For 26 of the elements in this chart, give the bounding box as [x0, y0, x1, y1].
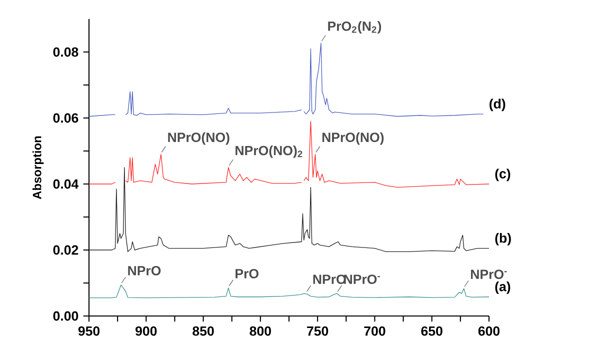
y-axis-title: Absorption: [32, 136, 44, 200]
annotation: NPrO(NO): [168, 132, 230, 145]
x-tick-label: 700: [364, 326, 386, 336]
x-tick-label: 750: [307, 326, 328, 336]
y-tick-label: 0.00: [53, 311, 78, 321]
x-tick-label: 850: [192, 326, 214, 336]
annotation: NPrO(NO): [322, 132, 384, 145]
annotation: NPrO(NO)$_{2}$: [236, 146, 302, 158]
x-tick-label: 600: [478, 326, 500, 336]
y-tick-label: 0.06: [53, 113, 78, 123]
annotation: NPrO: [128, 266, 161, 276]
x-tick-label: 900: [136, 326, 157, 336]
annotation: PrO$_{2}$(N$_{2}$): [328, 21, 382, 34]
series-label: (b): [495, 233, 511, 246]
annotation: NPrO: [313, 274, 346, 284]
annotation: PrO: [236, 268, 258, 278]
series-label: (c): [495, 168, 510, 182]
y-tick-label: 0.08: [53, 47, 78, 57]
series-label: (d): [490, 98, 506, 112]
y-tick-label: 0.02: [53, 245, 78, 255]
x-tick-label: 800: [250, 326, 271, 336]
y-tick-label: 0.04: [53, 179, 79, 189]
x-tick-label: 650: [421, 326, 442, 336]
series-label: (a): [495, 282, 510, 294]
x-tick-label: 950: [78, 326, 100, 336]
annotation: NPrO$^{-}$: [471, 270, 507, 280]
